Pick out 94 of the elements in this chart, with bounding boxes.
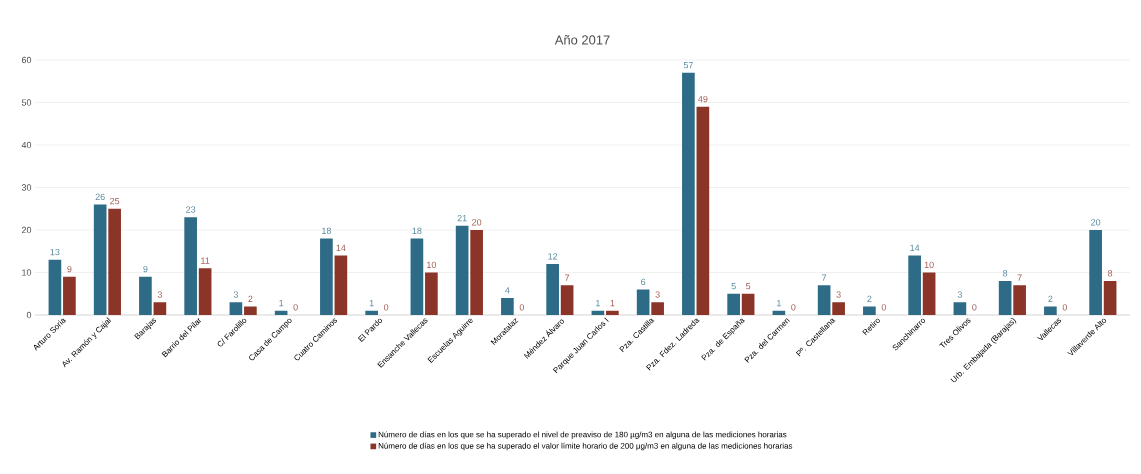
bar <box>682 72 695 315</box>
data-label: 8 <box>1108 270 1113 277</box>
bar <box>184 217 197 315</box>
bar <box>741 293 755 315</box>
data-label: 13 <box>50 248 60 256</box>
data-label: 7 <box>1017 274 1022 281</box>
bar <box>501 298 514 315</box>
data-label: 7 <box>822 274 827 281</box>
data-label: 8 <box>1003 270 1008 277</box>
data-label: 0 <box>519 304 525 311</box>
bar <box>636 289 650 315</box>
bar <box>410 238 424 315</box>
bar <box>953 302 967 315</box>
data-label: 9 <box>143 265 148 273</box>
data-label: 10 <box>427 261 437 268</box>
bar <box>817 285 831 315</box>
data-label: 23 <box>186 206 196 213</box>
data-label: 4 <box>505 287 510 294</box>
data-label: 3 <box>957 291 962 298</box>
bar <box>334 255 348 315</box>
bar <box>198 268 212 315</box>
bar <box>93 204 107 315</box>
data-label: 1 <box>596 300 600 307</box>
bar <box>320 238 333 315</box>
data-label: 11 <box>201 257 210 264</box>
data-label: 2 <box>1048 295 1053 302</box>
data-label: 1 <box>610 300 615 307</box>
data-label: 0 <box>1062 304 1068 311</box>
data-label: 2 <box>867 295 872 302</box>
bar <box>244 306 257 315</box>
bar <box>863 306 876 315</box>
data-label: 3 <box>157 291 162 298</box>
bar <box>139 276 152 315</box>
data-label: 0 <box>881 304 887 311</box>
data-label: 10 <box>924 261 934 268</box>
bar <box>727 293 740 315</box>
data-label: 6 <box>641 278 646 285</box>
data-label: 14 <box>336 244 346 251</box>
bar <box>560 285 574 315</box>
bar <box>48 259 62 315</box>
data-label: 57 <box>683 61 693 69</box>
bar <box>455 225 469 315</box>
bar <box>365 310 378 315</box>
bar <box>470 230 483 315</box>
y-tick-label: 50 <box>21 99 32 106</box>
chart-title: Año 2017 <box>554 35 610 45</box>
data-label: 1 <box>279 300 284 307</box>
bar <box>606 310 619 315</box>
data-label: 18 <box>412 227 422 234</box>
data-label: 1 <box>777 300 781 307</box>
data-label: 2 <box>248 295 253 302</box>
data-label: 21 <box>457 214 467 222</box>
data-label: 0 <box>293 304 298 311</box>
bar <box>1089 230 1102 315</box>
data-label: 5 <box>745 282 751 290</box>
bar <box>425 272 438 315</box>
bar <box>1103 281 1117 315</box>
data-label: 25 <box>110 197 120 205</box>
bar <box>696 106 710 315</box>
data-label: 5 <box>731 282 736 290</box>
data-label: 3 <box>655 291 660 298</box>
data-label: 0 <box>791 304 796 311</box>
data-label: 0 <box>972 304 977 311</box>
bar <box>651 302 664 315</box>
data-label: 20 <box>1091 219 1101 226</box>
data-label: 12 <box>548 253 558 260</box>
data-label: 0 <box>383 304 389 311</box>
data-label: 20 <box>472 219 482 226</box>
data-label: 1 <box>369 300 374 307</box>
bar <box>1013 285 1026 315</box>
data-label: 3 <box>836 291 841 298</box>
bar <box>546 264 559 315</box>
bar <box>63 276 76 315</box>
y-tick-label: 10 <box>22 269 32 276</box>
y-tick-label: 30 <box>21 184 32 191</box>
y-tick-label: 20 <box>21 226 32 234</box>
data-label: 3 <box>233 291 238 298</box>
data-label: 18 <box>322 227 331 234</box>
bar <box>1044 306 1057 315</box>
y-tick-label: 0 <box>26 311 32 319</box>
bar <box>922 272 936 315</box>
bar <box>108 208 121 315</box>
data-label: 49 <box>698 95 708 103</box>
data-label: 9 <box>67 265 72 273</box>
bar <box>998 281 1012 315</box>
data-label: 26 <box>95 193 105 200</box>
data-label: 7 <box>565 274 570 281</box>
data-label: 14 <box>910 244 920 251</box>
bar <box>153 302 167 315</box>
y-tick-label: 60 <box>21 56 32 64</box>
y-tick-label: 40 <box>21 141 32 149</box>
bar <box>908 255 921 315</box>
bar <box>832 302 845 315</box>
bar <box>229 302 243 315</box>
